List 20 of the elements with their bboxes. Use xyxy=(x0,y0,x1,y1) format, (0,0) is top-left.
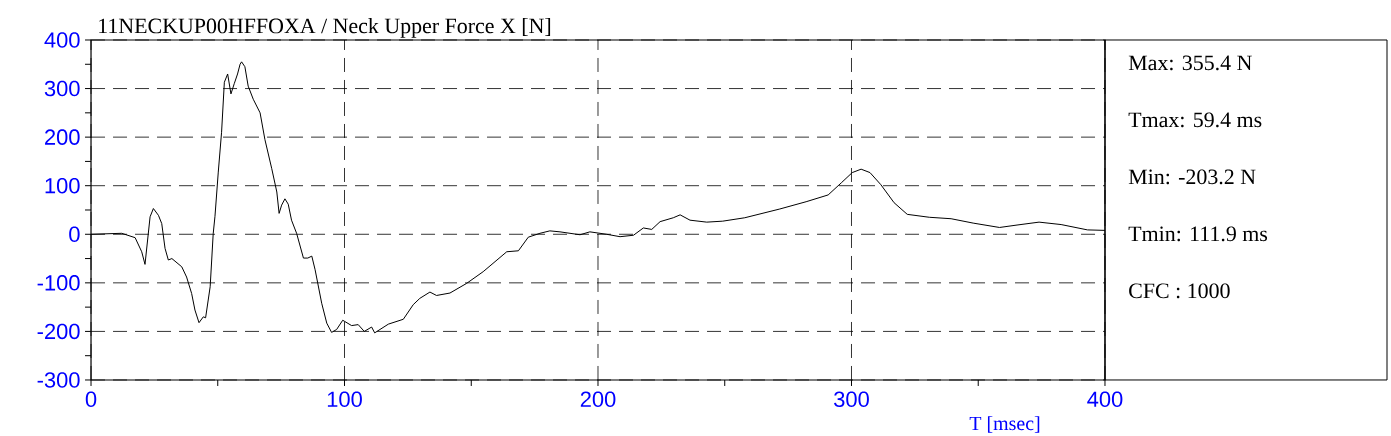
y-tick-label: 0 xyxy=(69,226,80,243)
x-axis-title: T [msec] xyxy=(969,416,1040,433)
y-tick-label: 300 xyxy=(44,80,80,97)
text: CFC : 1000 xyxy=(1129,283,1230,299)
text: Tmax: 59.4 ms xyxy=(1128,112,1262,128)
chart-title: 11NECKUP00HFFOXA / Neck Upper Force X [N] xyxy=(99,17,551,38)
x-tick-label: 300 xyxy=(834,391,869,408)
y-tick-label: -200 xyxy=(37,323,80,340)
x-tick-label: 400 xyxy=(1087,391,1123,408)
text: Max: 355.4 N xyxy=(1128,55,1252,71)
text: Tmin: 111.9 ms xyxy=(1128,226,1268,242)
y-tick-label: -300 xyxy=(37,372,80,388)
y-tick-label: -100 xyxy=(37,275,80,291)
x-tick-label: 100 xyxy=(327,391,362,408)
x-tick-label: 200 xyxy=(580,391,616,408)
y-tick-label: 200 xyxy=(45,129,80,145)
x-tick-label: 0 xyxy=(85,391,97,408)
text: Min: -203.2 N xyxy=(1128,169,1256,185)
y-tick-label: 400 xyxy=(44,32,80,48)
y-tick-label: 100 xyxy=(45,177,80,194)
